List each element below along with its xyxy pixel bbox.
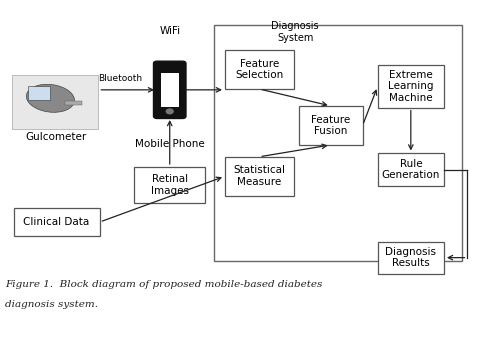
Text: Gulcometer: Gulcometer (25, 132, 86, 142)
Bar (134, 167, 206, 202)
Text: WiFi: WiFi (159, 25, 180, 36)
Bar (225, 157, 294, 196)
Bar (12, 75, 98, 129)
Text: Figure 1.  Block diagram of proposed mobile-based diabetes: Figure 1. Block diagram of proposed mobi… (5, 280, 322, 289)
Text: Diagnosis
System: Diagnosis System (272, 21, 319, 43)
Bar (299, 106, 363, 145)
Bar (65, 101, 82, 105)
Bar (378, 153, 444, 186)
Text: Clinical Data: Clinical Data (24, 217, 90, 227)
Text: Feature
Selection: Feature Selection (235, 59, 283, 80)
Bar (161, 73, 179, 106)
Circle shape (166, 109, 173, 114)
Ellipse shape (27, 84, 74, 112)
Text: Diagnosis
Results: Diagnosis Results (385, 247, 436, 268)
Text: Feature
Fusion: Feature Fusion (311, 115, 350, 136)
Text: Statistical
Measure: Statistical Measure (233, 165, 285, 187)
Bar (14, 207, 99, 237)
Text: Rule
Generation: Rule Generation (382, 159, 440, 180)
Bar (28, 86, 50, 100)
Text: Bluetooth: Bluetooth (98, 74, 143, 83)
Text: Mobile Phone: Mobile Phone (135, 139, 205, 149)
Bar (225, 50, 294, 89)
Bar (378, 241, 444, 274)
Bar (378, 65, 444, 108)
Text: diagnosis system.: diagnosis system. (5, 300, 98, 309)
FancyBboxPatch shape (154, 61, 186, 119)
Bar (214, 25, 462, 261)
Text: Retinal
Images: Retinal Images (151, 174, 189, 196)
Text: Extreme
Learning
Machine: Extreme Learning Machine (388, 70, 433, 103)
